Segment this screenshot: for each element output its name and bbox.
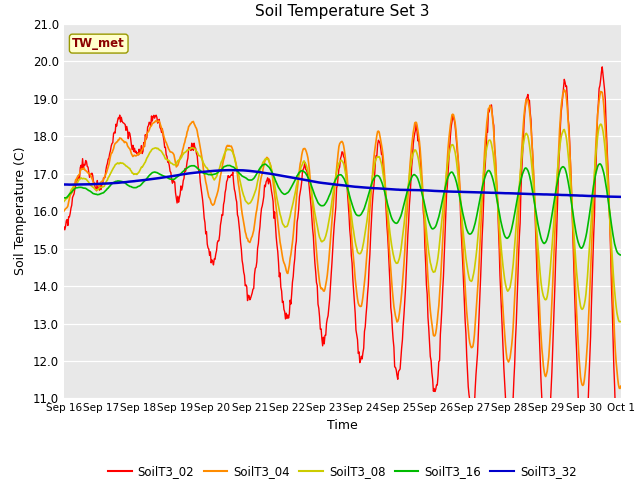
- SoilT3_08: [214, 172, 221, 178]
- SoilT3_08: [184, 147, 192, 153]
- SoilT3_08: [127, 168, 135, 174]
- SoilT3_08: [426, 260, 434, 265]
- SoilT3_08: [70, 183, 78, 189]
- SoilT3_02: [617, 478, 625, 480]
- SoilT3_08: [410, 148, 418, 154]
- SoilT3_08: [617, 319, 625, 324]
- SoilT3_04: [617, 384, 625, 389]
- SoilT3_04: [184, 127, 192, 133]
- SoilT3_32: [127, 179, 135, 184]
- SoilT3_04: [60, 208, 68, 214]
- SoilT3_32: [411, 187, 419, 193]
- SoilT3_08: [597, 121, 605, 127]
- SoilT3_04: [127, 151, 135, 156]
- SoilT3_02: [426, 354, 434, 360]
- SoilT3_08: [616, 319, 624, 324]
- SoilT3_02: [410, 135, 418, 141]
- SoilT3_04: [561, 87, 568, 93]
- Legend: SoilT3_02, SoilT3_04, SoilT3_08, SoilT3_16, SoilT3_32: SoilT3_02, SoilT3_04, SoilT3_08, SoilT3_…: [104, 460, 581, 480]
- SoilT3_02: [184, 155, 192, 161]
- SoilT3_08: [60, 198, 68, 204]
- SoilT3_02: [127, 142, 135, 147]
- SoilT3_16: [127, 184, 135, 190]
- X-axis label: Time: Time: [327, 419, 358, 432]
- Line: SoilT3_16: SoilT3_16: [64, 164, 621, 255]
- SoilT3_04: [70, 181, 78, 187]
- SoilT3_16: [60, 195, 68, 201]
- SoilT3_16: [617, 252, 625, 258]
- Line: SoilT3_02: SoilT3_02: [64, 67, 621, 480]
- Line: SoilT3_32: SoilT3_32: [64, 170, 621, 197]
- SoilT3_32: [616, 194, 624, 200]
- SoilT3_16: [184, 165, 192, 170]
- SoilT3_32: [617, 194, 625, 200]
- SoilT3_32: [60, 181, 68, 187]
- SoilT3_04: [616, 385, 624, 391]
- Line: SoilT3_08: SoilT3_08: [64, 124, 621, 322]
- SoilT3_04: [214, 190, 221, 196]
- Y-axis label: Soil Temperature (C): Soil Temperature (C): [15, 147, 28, 276]
- SoilT3_02: [598, 64, 606, 70]
- Line: SoilT3_04: SoilT3_04: [64, 90, 621, 388]
- SoilT3_02: [60, 224, 68, 230]
- SoilT3_16: [214, 170, 221, 176]
- SoilT3_02: [214, 240, 221, 246]
- SoilT3_04: [410, 125, 418, 131]
- Text: TW_met: TW_met: [72, 37, 125, 50]
- SoilT3_32: [184, 171, 192, 177]
- SoilT3_32: [225, 167, 232, 173]
- SoilT3_32: [214, 168, 221, 173]
- SoilT3_32: [70, 182, 78, 188]
- SoilT3_16: [426, 223, 434, 228]
- SoilT3_04: [426, 307, 434, 313]
- SoilT3_16: [70, 186, 78, 192]
- SoilT3_02: [70, 191, 78, 197]
- SoilT3_32: [428, 188, 435, 193]
- SoilT3_16: [596, 161, 604, 167]
- Title: Soil Temperature Set 3: Soil Temperature Set 3: [255, 4, 429, 19]
- SoilT3_16: [410, 172, 418, 178]
